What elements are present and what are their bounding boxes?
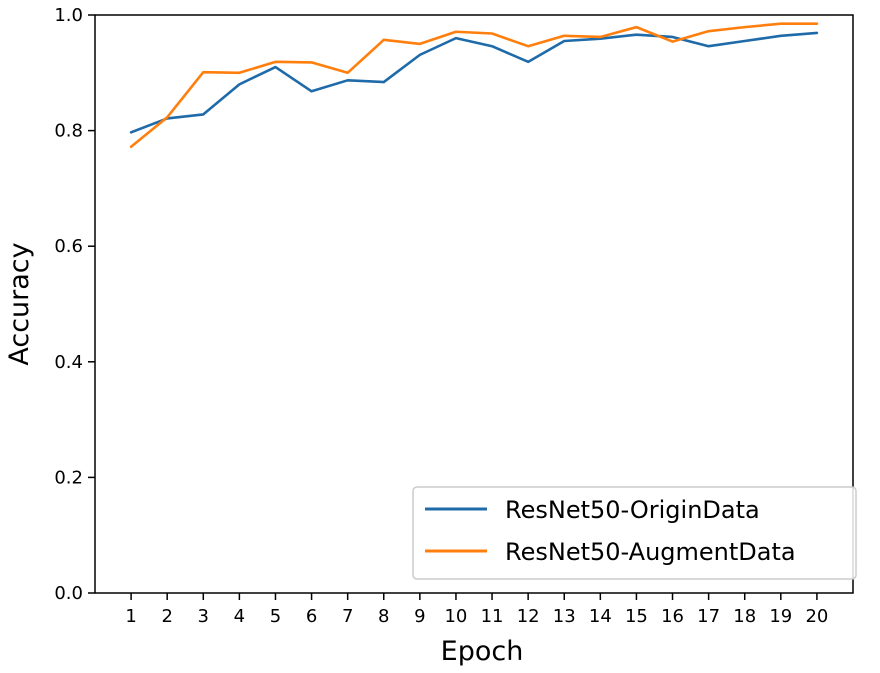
x-tick-label: 2 [161, 606, 172, 627]
x-tick-label: 8 [378, 606, 389, 627]
legend: ResNet50-OriginData ResNet50-AugmentData [412, 486, 857, 580]
x-tick-label: 16 [661, 606, 684, 627]
series-line-augment [129, 22, 819, 149]
y-tick-label: 1.0 [54, 5, 83, 26]
x-tick-label: 12 [517, 606, 540, 627]
y-tick-label: 0.6 [54, 236, 83, 257]
x-axis: 1 2 3 4 5 6 7 8 9 10 11 12 13 14 15 16 17 18 19 20 [125, 593, 828, 627]
x-tick-label: 7 [342, 606, 353, 627]
x-tick-label: 11 [481, 606, 504, 627]
x-axis-title: Epoch [441, 636, 524, 667]
x-tick-label: 9 [414, 606, 425, 627]
y-tick-label: 0.2 [54, 467, 83, 488]
y-tick-label: 0.8 [54, 121, 83, 142]
series-line-origin [129, 31, 819, 134]
x-tick-label: 4 [234, 606, 245, 627]
y-tick-label: 0.0 [54, 583, 83, 604]
x-tick-label: 15 [625, 606, 648, 627]
series-layer [129, 22, 819, 149]
legend-label-augment: ResNet50-AugmentData [505, 538, 796, 566]
x-tick-label: 19 [769, 606, 792, 627]
x-tick-label: 5 [270, 606, 281, 627]
x-tick-label: 20 [805, 606, 828, 627]
legend-label-origin: ResNet50-OriginData [505, 496, 760, 524]
x-tick-label: 17 [697, 606, 720, 627]
x-tick-label: 1 [125, 606, 136, 627]
x-tick-label: 13 [553, 606, 576, 627]
y-tick-label: 0.4 [54, 352, 83, 373]
x-tick-label: 18 [733, 606, 756, 627]
x-tick-label: 3 [198, 606, 209, 627]
x-tick-label: 6 [306, 606, 317, 627]
y-axis-title: Accuracy [4, 242, 35, 365]
legend-box [412, 486, 857, 580]
x-tick-label: 10 [444, 606, 467, 627]
x-tick-label: 14 [589, 606, 612, 627]
y-axis: 0.0 0.2 0.4 0.6 0.8 1.0 [54, 5, 95, 604]
plot-frame [94, 14, 854, 594]
